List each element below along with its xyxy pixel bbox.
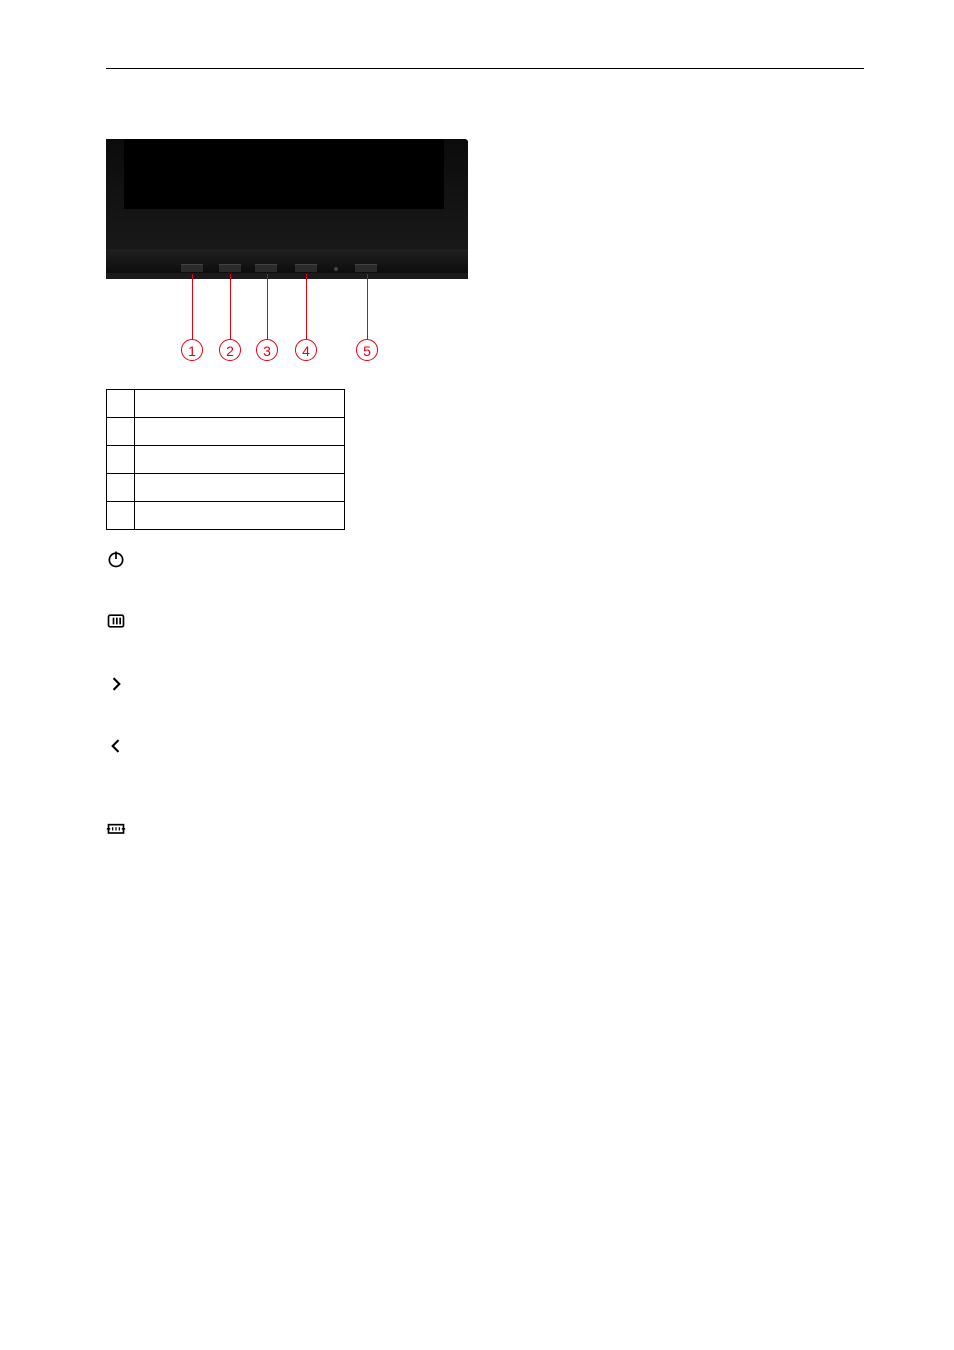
description-row: Power Press the Power button to turn on/o… [106, 548, 864, 588]
description-row: Menu/Enter Press to display the OSD or co… [106, 610, 864, 650]
product-illustration: 1 2 3 4 5 [106, 139, 471, 379]
description-title: Power [136, 550, 175, 565]
callout-4: 4 [295, 339, 317, 361]
description-body: 4:3 or wide image ratio / > When there is… [136, 735, 864, 795]
right-icon [106, 673, 136, 694]
left-icon [106, 735, 136, 756]
table-row: 5Power [107, 502, 345, 530]
description-body: Menu/Enter Press to display the OSD or co… [136, 610, 864, 650]
table-cell-label: Volume / > [135, 446, 345, 474]
description-title: 4:3 or wide image ratio / > [136, 737, 295, 752]
description-body: Auto / Exit / Source hot key When there i… [136, 817, 864, 898]
table-row: 3Volume / > [107, 446, 345, 474]
source-icon [106, 817, 136, 838]
page-heading: Hotkeys [106, 93, 864, 119]
table-row: 1Source / Auto / Exit [107, 390, 345, 418]
callout-3: 3 [256, 339, 278, 361]
table-cell-num: 3 [107, 446, 135, 474]
table-cell-num: 4 [107, 474, 135, 502]
callout-1: 1 [181, 339, 203, 361]
hotkeys-table: 1Source / Auto / Exit2Clear Vision / <3V… [106, 389, 345, 530]
callout-5: 5 [356, 339, 378, 361]
description-title: Volume / > [136, 675, 200, 690]
table-cell-label: Menu / Enter [135, 474, 345, 502]
power-icon [106, 548, 136, 569]
description-row: Volume / > When there is no OSD, press Vo… [106, 673, 864, 713]
description-text: When there is no OSD, press Volume adjus… [136, 695, 503, 710]
description-text: Press to display the OSD or confirm the … [136, 632, 423, 647]
table-cell-label: Clear Vision / < [135, 418, 345, 446]
table-cell-num: 2 [107, 418, 135, 446]
callout-2: 2 [219, 339, 241, 361]
description-text: When there is no OSD, press Auto/Source … [136, 839, 859, 894]
description-title: Auto / Exit / Source hot key [136, 819, 304, 834]
description-title: Menu/Enter [136, 612, 207, 627]
page-number: 12 [0, 1295, 954, 1310]
table-row: 4Menu / Enter [107, 474, 345, 502]
table-cell-label: Source / Auto / Exit [135, 390, 345, 418]
table-cell-num: 1 [107, 390, 135, 418]
description-text: When there is no OSD, press > hotkey con… [136, 757, 837, 792]
description-row: Auto / Exit / Source hot key When there i… [106, 817, 864, 898]
table-row: 2Clear Vision / < [107, 418, 345, 446]
description-body: Volume / > When there is no OSD, press Vo… [136, 673, 864, 713]
description-body: Power Press the Power button to turn on/o… [136, 548, 864, 588]
table-cell-label: Power [135, 502, 345, 530]
table-cell-num: 5 [107, 502, 135, 530]
description-text: Press the Power button to turn on/off th… [136, 570, 419, 585]
description-row: 4:3 or wide image ratio / > When there is… [106, 735, 864, 795]
menu-icon [106, 610, 136, 631]
